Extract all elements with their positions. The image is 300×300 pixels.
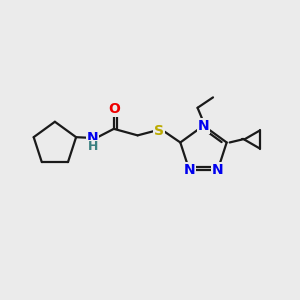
- Text: N: N: [198, 118, 209, 133]
- Text: N: N: [212, 163, 224, 177]
- Text: N: N: [183, 163, 195, 177]
- Text: N: N: [87, 131, 98, 145]
- Text: S: S: [154, 124, 164, 138]
- Text: H: H: [88, 140, 98, 153]
- Text: O: O: [108, 102, 120, 116]
